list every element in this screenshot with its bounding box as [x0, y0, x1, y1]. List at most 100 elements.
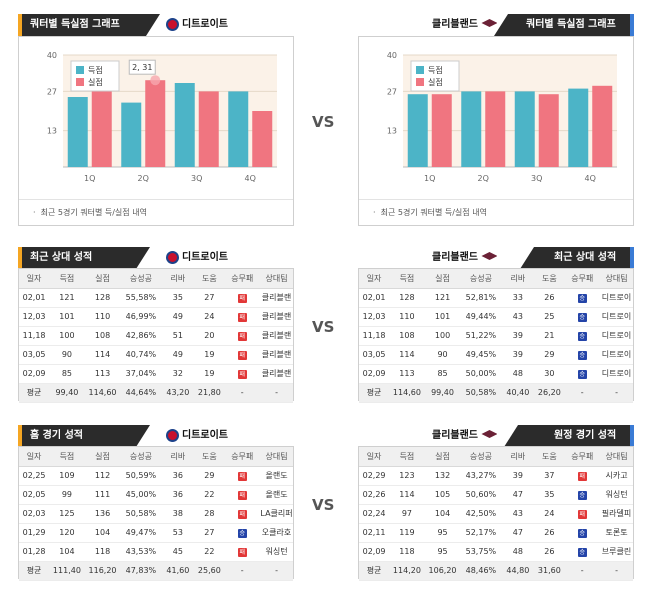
recent-table-panel-right: 일자 득점 실점 승성공 리바 도움 승무패 상대팀 02,01 128 121 52,81% 33 26…: [358, 268, 634, 403]
column-header: 도움: [194, 447, 225, 467]
table-cell: 24: [194, 307, 225, 327]
table-cell: 49,47%: [120, 523, 162, 543]
table-cell: 90: [49, 345, 85, 365]
column-header: 상대팀: [260, 447, 293, 467]
table-row: 02,25 109 112 50,59% 36 29 패 올랜도: [19, 466, 293, 486]
table-cell: 47: [501, 523, 535, 543]
result-badge: 패: [237, 331, 247, 341]
bar-score[interactable]: [121, 102, 142, 167]
table-cell: 25,60: [194, 561, 225, 581]
table-row: 01,29 120 104 49,47% 53 27 승 오클라호: [19, 523, 293, 543]
bar-allowed[interactable]: [592, 85, 613, 167]
bar-allowed[interactable]: [485, 91, 506, 167]
bar-allowed[interactable]: [538, 94, 559, 167]
table-cell: -: [260, 383, 293, 403]
table-cell: 22: [194, 542, 225, 562]
table-cell: 43,53%: [120, 542, 162, 562]
table-cell: 20: [194, 326, 225, 346]
table-cell: 48: [501, 542, 535, 562]
table-cell: 50,59%: [120, 466, 162, 486]
table-cell: 95: [424, 523, 461, 543]
home-table-panel-left: 일자 득점 실점 승성공 리바 도움 승무패 상대팀 02,25 109 112 50,59% 36 29…: [18, 446, 294, 581]
table-cell: 101: [49, 307, 85, 327]
bar-allowed[interactable]: [252, 111, 273, 167]
column-header: 승성공: [460, 269, 502, 289]
table-row: 02,03 125 136 50,58% 38 28 패 LA클리퍼: [19, 504, 293, 524]
table-cell: 132: [424, 466, 461, 486]
table-cell: 51: [161, 326, 195, 346]
column-header: 득점: [49, 447, 85, 467]
x-tick-label: 3Q: [531, 174, 542, 183]
team-label: 클리블랜드: [432, 14, 498, 36]
table-cell: 33: [501, 288, 535, 308]
section-title: 최근 상대 성적: [554, 252, 617, 263]
header-right-away: 클리블랜드 원정 경기 성적: [358, 425, 634, 447]
table-cell: 110: [389, 307, 425, 327]
table-cell: 26: [534, 288, 565, 308]
table-cell: 49,45%: [460, 345, 502, 365]
y-tick-label: 27: [387, 87, 397, 96]
table-cell: 47: [501, 485, 535, 505]
table-cell: 111: [84, 485, 121, 505]
table-cell: 52,17%: [460, 523, 502, 543]
table-cell: 123: [389, 466, 425, 486]
x-tick-label: 2Q: [478, 174, 489, 183]
table-cell: 136: [84, 504, 121, 524]
table-row: 02,29 123 132 43,27% 39 37 패 시카고: [359, 466, 633, 486]
table-cell: 02,01: [19, 288, 50, 308]
table-cell: 112: [84, 466, 121, 486]
bar-score[interactable]: [514, 91, 535, 167]
table-cell: 42,86%: [120, 326, 162, 346]
table-cell: 평균: [19, 383, 50, 403]
bar-score[interactable]: [407, 94, 428, 167]
legend-swatch: [76, 78, 84, 86]
table-cell: 95: [424, 542, 461, 562]
bar-score[interactable]: [174, 83, 195, 167]
stats-table: 일자 득점 실점 승성공 리바 도움 승무패 상대팀 02,25 109 112 50,59% 36 29…: [19, 447, 293, 581]
table-cell: 119: [389, 523, 425, 543]
header-left-recent: 최근 상대 성적 디트로이트: [18, 247, 276, 269]
table-cell: 121: [49, 288, 85, 308]
column-header: 리바: [161, 447, 195, 467]
bar-score[interactable]: [228, 91, 249, 167]
team-label: 클리블랜드: [432, 425, 498, 447]
table-cell: 50,60%: [460, 485, 502, 505]
header-left-quarter: 쿼터별 득실점 그래프 디트로이트: [18, 14, 276, 36]
bar-allowed[interactable]: [198, 91, 219, 167]
table-cell: 01,29: [19, 523, 50, 543]
table-row: 12,03 110 101 49,44% 43 25 승 디트로이: [359, 307, 633, 327]
table-cell: 39: [501, 466, 535, 486]
bar-score[interactable]: [461, 91, 482, 167]
bar-allowed[interactable]: [145, 80, 166, 167]
table-row: 02,24 97 104 42,50% 43 24 패 필라델피: [359, 504, 633, 524]
legend-swatch: [416, 66, 424, 74]
bar-allowed[interactable]: [91, 91, 112, 167]
result-badge: 승: [237, 528, 247, 538]
recent-table-panel-left: 일자 득점 실점 승성공 리바 도움 승무패 상대팀 02,01 121 128 55,58% 35 27…: [18, 268, 294, 403]
legend-label: 득점: [428, 65, 443, 75]
result-badge: 승: [577, 312, 587, 322]
column-header: 일자: [19, 447, 50, 467]
table-row: 11,18 108 100 51,22% 39 21 승 디트로이: [359, 326, 633, 346]
legend-swatch: [76, 66, 84, 74]
y-tick-label: 40: [387, 51, 397, 60]
cleveland-logo-icon: [481, 19, 498, 27]
table-cell: 11,18: [359, 326, 390, 346]
column-header: 실점: [84, 269, 121, 289]
quarter-chart-panel-right: 13 27 40 1Q 2Q 3Q 4Q 득점 실점 · 최근 5경기 쿼터별 득/실점 내역: [358, 36, 634, 226]
table-cell: 02,11: [359, 523, 390, 543]
bar-allowed[interactable]: [431, 94, 452, 167]
average-row: 평균 114,60 99,40 50,58% 40,40 26,20- -: [359, 383, 633, 403]
bar-score[interactable]: [67, 97, 88, 167]
table-row: 02,01 121 128 55,58% 35 27 패 클리블랜: [19, 288, 293, 308]
bar-score[interactable]: [568, 88, 589, 167]
table-cell: 104: [84, 523, 121, 543]
legend-swatch: [416, 78, 424, 86]
table-cell: 43: [501, 307, 535, 327]
table-cell: -: [224, 383, 261, 403]
result-badge: 승: [577, 528, 587, 538]
table-cell: 43: [501, 504, 535, 524]
table-cell: 51,22%: [460, 326, 502, 346]
table-cell: 평균: [359, 561, 390, 581]
